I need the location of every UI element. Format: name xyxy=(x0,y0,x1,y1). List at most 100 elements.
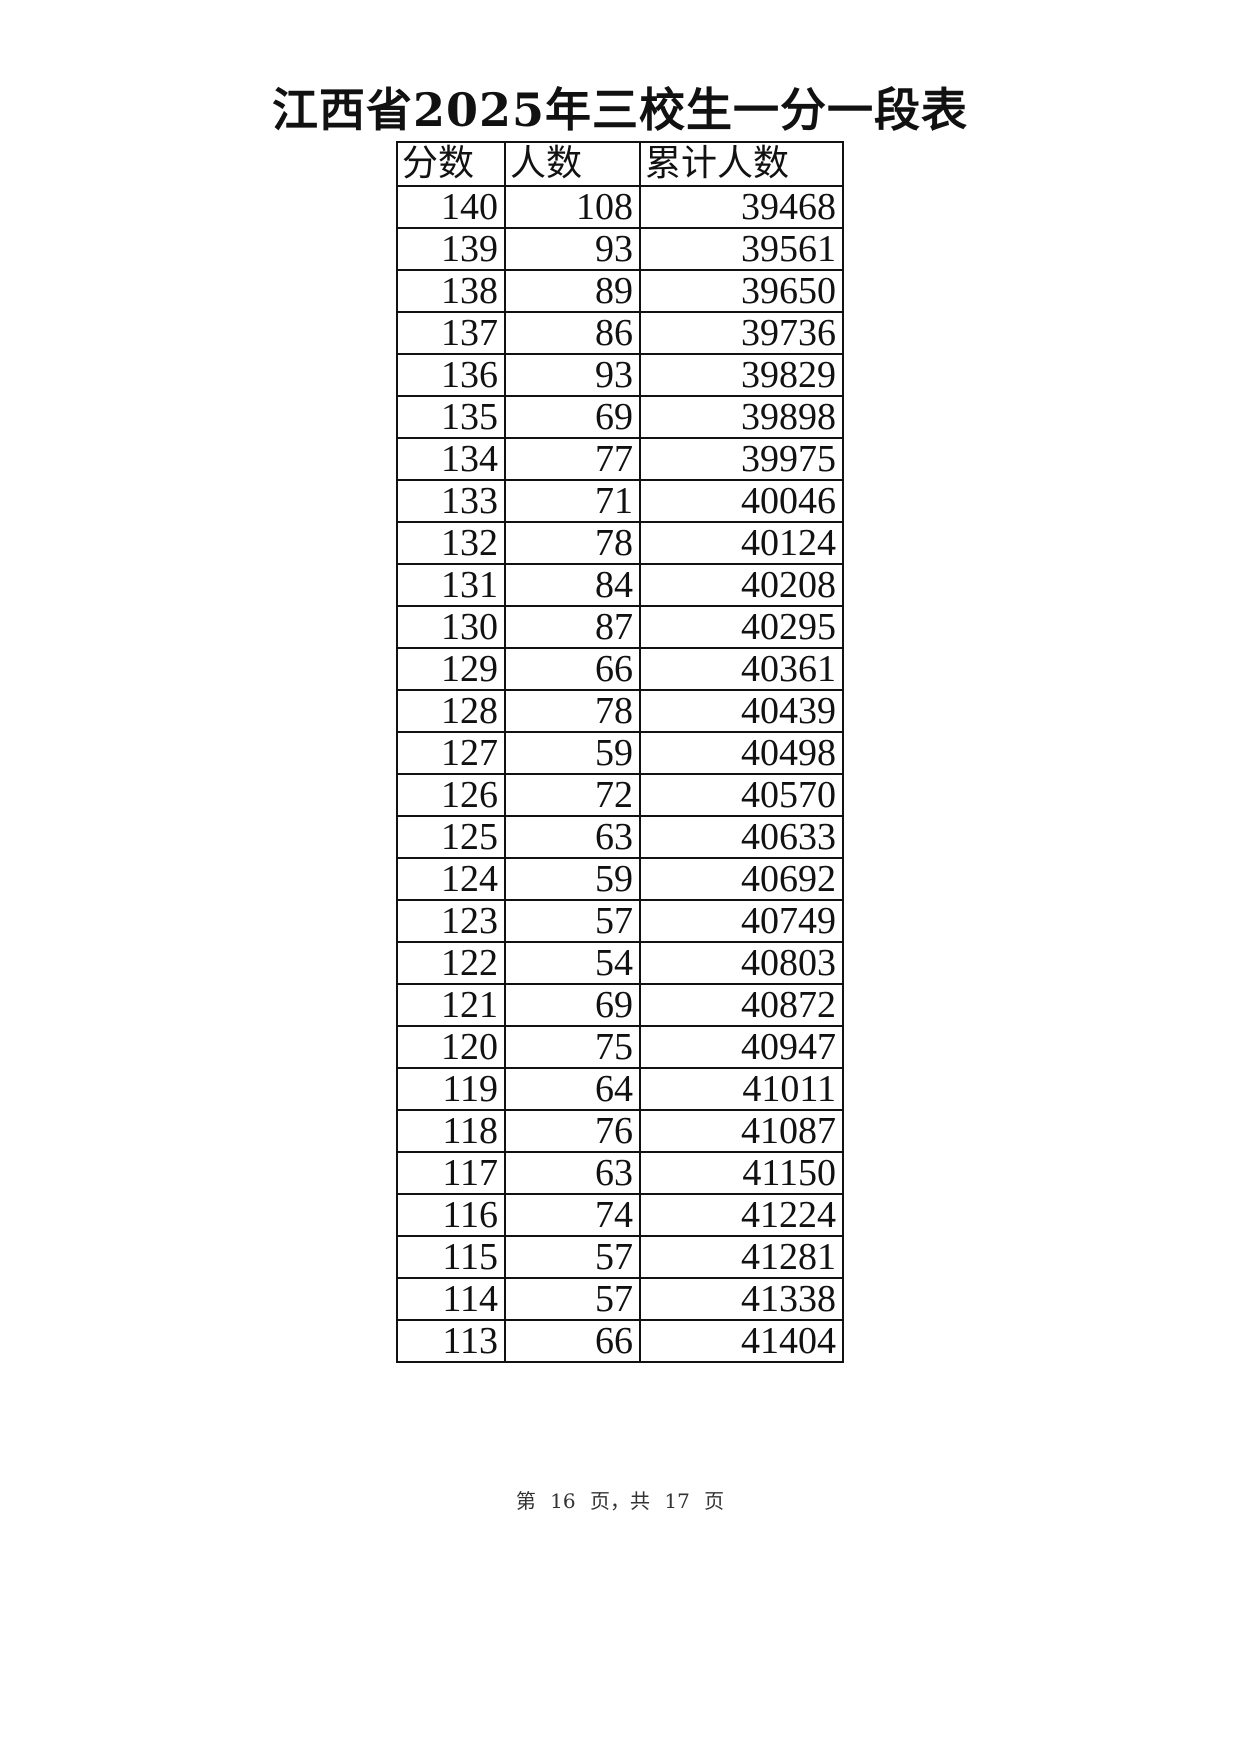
cell-score: 135 xyxy=(396,395,506,439)
cell-score: 114 xyxy=(396,1277,506,1321)
cell-score: 123 xyxy=(396,899,506,943)
table-row: 121 69 40872 xyxy=(396,983,844,1027)
cell-count: 89 xyxy=(504,269,641,313)
cell-score: 139 xyxy=(396,227,506,271)
cell-count: 77 xyxy=(504,437,641,481)
table-row: 133 71 40046 xyxy=(396,479,844,523)
cell-count: 75 xyxy=(504,1025,641,1069)
cell-score: 120 xyxy=(396,1025,506,1069)
cell-count: 69 xyxy=(504,395,641,439)
table-row: 113 66 41404 xyxy=(396,1319,844,1363)
table-row: 114 57 41338 xyxy=(396,1277,844,1321)
cell-score: 124 xyxy=(396,857,506,901)
cell-count: 71 xyxy=(504,479,641,523)
cell-score: 125 xyxy=(396,815,506,859)
cell-count: 57 xyxy=(504,1277,641,1321)
cell-cumulative: 41150 xyxy=(639,1151,844,1195)
cell-count: 59 xyxy=(504,857,641,901)
table-row: 138 89 39650 xyxy=(396,269,844,313)
table-header-row: 分数 人数 累计人数 xyxy=(396,141,844,187)
table-row: 129 66 40361 xyxy=(396,647,844,691)
cell-score: 127 xyxy=(396,731,506,775)
cell-count: 86 xyxy=(504,311,641,355)
cell-count: 93 xyxy=(504,353,641,397)
cell-count: 63 xyxy=(504,815,641,859)
cell-score: 140 xyxy=(396,185,506,229)
cell-cumulative: 40947 xyxy=(639,1025,844,1069)
header-score: 分数 xyxy=(396,141,506,187)
cell-score: 113 xyxy=(396,1319,506,1363)
cell-score: 118 xyxy=(396,1109,506,1153)
cell-cumulative: 39829 xyxy=(639,353,844,397)
cell-count: 78 xyxy=(504,521,641,565)
cell-score: 130 xyxy=(396,605,506,649)
cell-cumulative: 40046 xyxy=(639,479,844,523)
cell-count: 84 xyxy=(504,563,641,607)
cell-cumulative: 40633 xyxy=(639,815,844,859)
cell-cumulative: 40439 xyxy=(639,689,844,733)
cell-cumulative: 41281 xyxy=(639,1235,844,1279)
cell-cumulative: 41224 xyxy=(639,1193,844,1237)
cell-cumulative: 40872 xyxy=(639,983,844,1027)
page-footer: 第 16 页，共 17 页 xyxy=(515,1489,725,1513)
cell-count: 63 xyxy=(504,1151,641,1195)
cell-cumulative: 40124 xyxy=(639,521,844,565)
cell-count: 54 xyxy=(504,941,641,985)
table-row: 135 69 39898 xyxy=(396,395,844,439)
cell-count: 108 xyxy=(504,185,641,229)
cell-count: 57 xyxy=(504,1235,641,1279)
cell-score: 131 xyxy=(396,563,506,607)
cell-score: 129 xyxy=(396,647,506,691)
cell-count: 66 xyxy=(504,1319,641,1363)
cell-cumulative: 40361 xyxy=(639,647,844,691)
table-row: 137 86 39736 xyxy=(396,311,844,355)
cell-cumulative: 40570 xyxy=(639,773,844,817)
table-row: 139 93 39561 xyxy=(396,227,844,271)
cell-count: 74 xyxy=(504,1193,641,1237)
cell-cumulative: 40749 xyxy=(639,899,844,943)
table-row: 120 75 40947 xyxy=(396,1025,844,1069)
cell-score: 137 xyxy=(396,311,506,355)
cell-score: 119 xyxy=(396,1067,506,1111)
cell-count: 69 xyxy=(504,983,641,1027)
table-row: 124 59 40692 xyxy=(396,857,844,901)
table-row: 122 54 40803 xyxy=(396,941,844,985)
cell-cumulative: 39468 xyxy=(639,185,844,229)
cell-cumulative: 40208 xyxy=(639,563,844,607)
table-row: 140 108 39468 xyxy=(396,185,844,229)
table-row: 130 87 40295 xyxy=(396,605,844,649)
cell-cumulative: 40692 xyxy=(639,857,844,901)
cell-score: 115 xyxy=(396,1235,506,1279)
cell-count: 66 xyxy=(504,647,641,691)
cell-score: 117 xyxy=(396,1151,506,1195)
cell-score: 138 xyxy=(396,269,506,313)
table-row: 117 63 41150 xyxy=(396,1151,844,1195)
cell-cumulative: 39975 xyxy=(639,437,844,481)
cell-score: 134 xyxy=(396,437,506,481)
table-row: 123 57 40749 xyxy=(396,899,844,943)
table-row: 136 93 39829 xyxy=(396,353,844,397)
table-row: 116 74 41224 xyxy=(396,1193,844,1237)
table-row: 127 59 40498 xyxy=(396,731,844,775)
table-row: 119 64 41011 xyxy=(396,1067,844,1111)
cell-cumulative: 41404 xyxy=(639,1319,844,1363)
cell-cumulative: 40803 xyxy=(639,941,844,985)
cell-cumulative: 39650 xyxy=(639,269,844,313)
cell-cumulative: 41338 xyxy=(639,1277,844,1321)
cell-count: 57 xyxy=(504,899,641,943)
score-table: 分数 人数 累计人数 140 108 39468 139 93 39561 138 89 396… xyxy=(396,141,844,1363)
cell-cumulative: 39561 xyxy=(639,227,844,271)
cell-count: 93 xyxy=(504,227,641,271)
cell-score: 121 xyxy=(396,983,506,1027)
table-row: 134 77 39975 xyxy=(396,437,844,481)
cell-score: 133 xyxy=(396,479,506,523)
cell-score: 136 xyxy=(396,353,506,397)
cell-score: 132 xyxy=(396,521,506,565)
cell-cumulative: 41087 xyxy=(639,1109,844,1153)
cell-count: 64 xyxy=(504,1067,641,1111)
cell-cumulative: 40295 xyxy=(639,605,844,649)
cell-score: 122 xyxy=(396,941,506,985)
cell-score: 116 xyxy=(396,1193,506,1237)
table-row: 126 72 40570 xyxy=(396,773,844,817)
header-count: 人数 xyxy=(504,141,641,187)
